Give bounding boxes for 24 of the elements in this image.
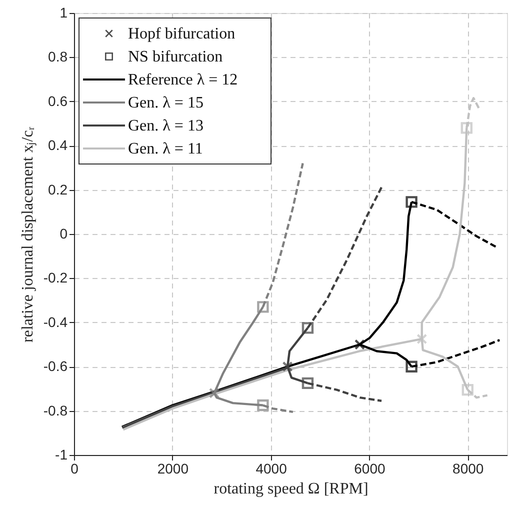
y-tick-label: 0.6 — [48, 92, 68, 109]
y-tick-label: 0.4 — [48, 137, 68, 154]
legend-label: Gen. λ = 11 — [128, 140, 203, 158]
y-tick-label: 0.2 — [48, 181, 68, 198]
x-tick-label: 0 — [70, 460, 79, 476]
legend-label: Gen. λ = 15 — [128, 94, 204, 112]
legend-label: Hopf bifurcation — [128, 26, 236, 42]
x-axis-title: rotating speed Ω [RPM] — [214, 480, 368, 498]
legend-label: NS bifurcation — [128, 48, 223, 66]
legend-label: Reference λ = 12 — [128, 72, 238, 88]
x-tick-label: 6000 — [354, 460, 386, 476]
y-tick-label: -0.6 — [43, 358, 68, 374]
y-tick-label: 0.8 — [48, 48, 68, 65]
y-tick-label: -0.2 — [43, 270, 68, 286]
y-tick-label: -0.8 — [43, 402, 68, 418]
y-tick-label: -0.4 — [43, 314, 68, 330]
y-tick-label: 0 — [60, 226, 68, 242]
y-axis-title: relative journal displacement xⱼ/cᵣ — [19, 126, 36, 342]
x-tick-label: 4000 — [256, 460, 288, 476]
y-tick-label: 1 — [60, 4, 68, 20]
legend-label: Gen. λ = 13 — [128, 118, 204, 134]
x-tick-label: 8000 — [452, 460, 484, 476]
y-tick-label: -1 — [55, 446, 68, 462]
x-tick-label: 2000 — [157, 460, 189, 476]
